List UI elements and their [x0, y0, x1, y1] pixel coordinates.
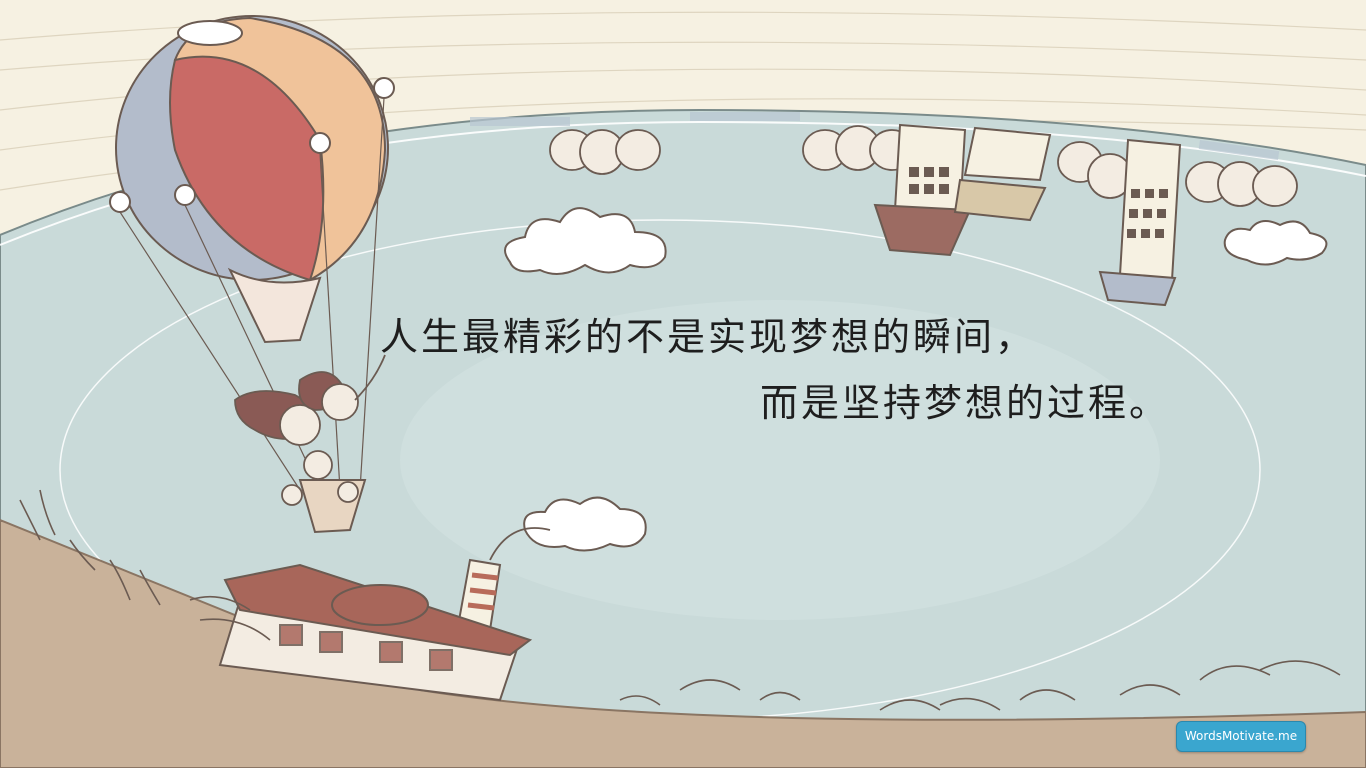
cloud-icon	[523, 496, 647, 552]
building-icon	[873, 123, 1182, 307]
wordsmotivate-badge[interactable]: WordsMotivate.me	[1176, 721, 1306, 752]
cloud-icon	[504, 207, 667, 275]
grass-icon	[19, 489, 1341, 711]
couple-figure-icon	[234, 354, 386, 506]
quote-line-2: 而是坚持梦想的过程。	[759, 381, 1170, 425]
ground	[0, 518, 1366, 768]
tree-icon	[549, 125, 1298, 207]
quote-line-1: 人生最精彩的不是实现梦想的瞬间，	[380, 315, 1037, 359]
cloud-icon	[1223, 220, 1328, 266]
cafe-house-icon	[218, 558, 533, 702]
